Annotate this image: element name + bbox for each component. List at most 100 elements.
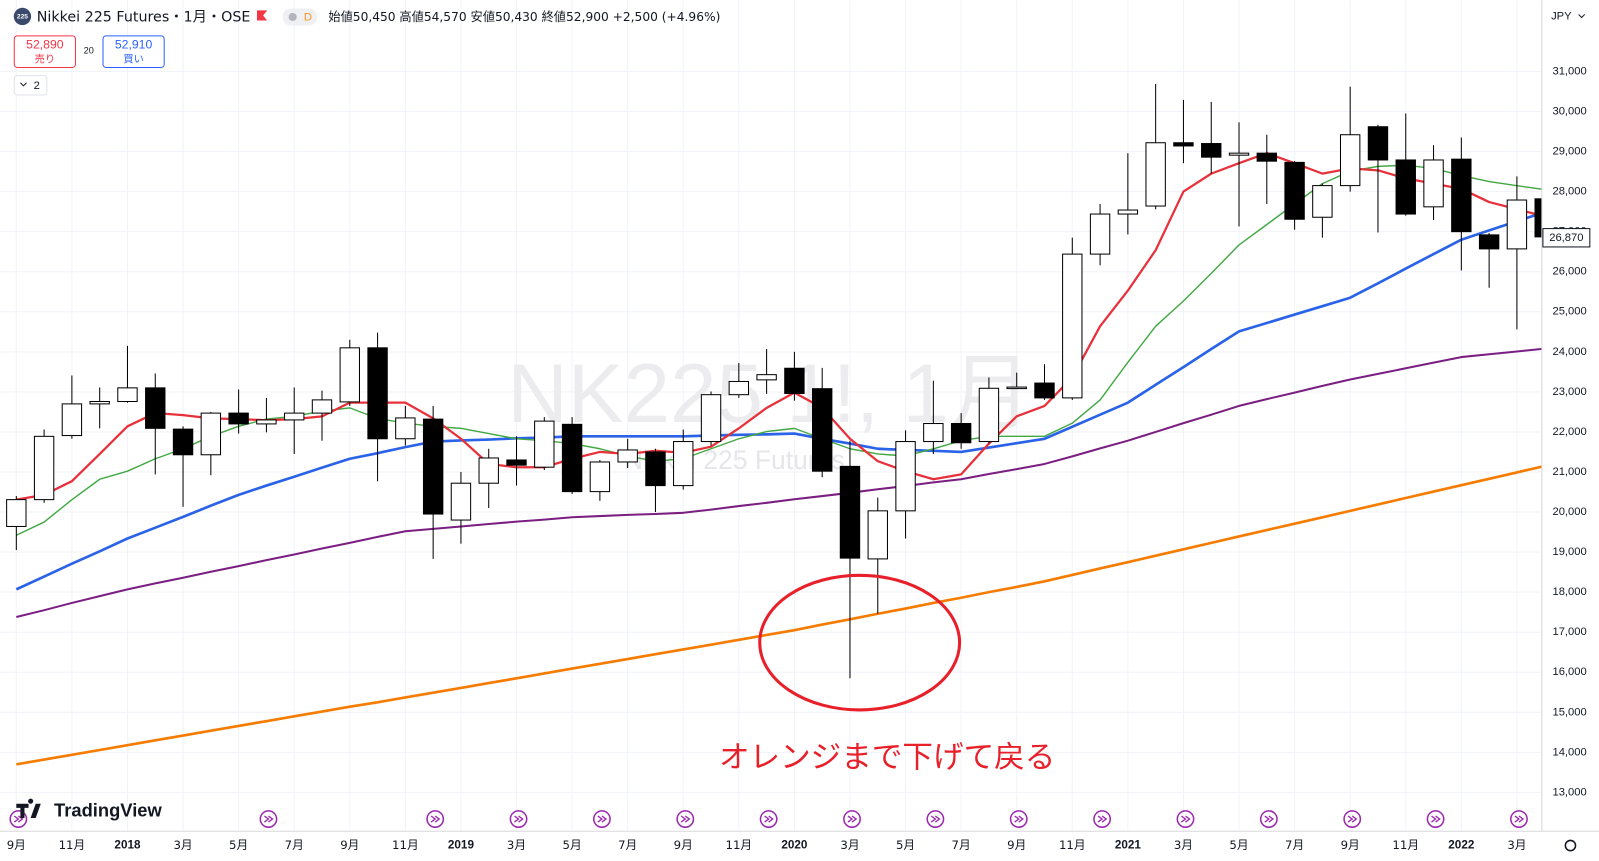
event-marker-arrow	[430, 815, 441, 823]
x-tick-label: 9月	[7, 838, 26, 852]
last-price-box	[1542, 228, 1591, 248]
event-marker-arrow	[1431, 815, 1441, 823]
candle-body	[784, 367, 805, 394]
y-tick-label: 26,000	[1552, 266, 1586, 278]
symbol-logo	[13, 7, 32, 26]
candle-body	[506, 459, 527, 466]
y-tick-label: 23,000	[1552, 386, 1586, 398]
moving-average-line	[16, 464, 1546, 766]
currency[interactable]: JPY	[1551, 10, 1572, 22]
event-marker-arrow	[1264, 815, 1275, 823]
candle-body	[978, 387, 1000, 443]
buy-button[interactable]	[102, 35, 165, 68]
y-tick-label: 14,000	[1552, 746, 1586, 758]
event-marker-arrow	[597, 815, 608, 823]
symbol-title[interactable]: Nikkei 225 Futures・1月・OSE	[37, 9, 251, 25]
y-axis: 13,000 14,000 15,000 16,000 17,000 18,000 19,0…	[1552, 65, 1586, 798]
event-marker-arrow	[930, 815, 941, 823]
candle-body	[1173, 142, 1194, 147]
x-tick-label: 3月	[840, 838, 859, 852]
annotation: オレンジまで下げて戻る	[719, 740, 1055, 775]
candle-body	[1256, 152, 1278, 162]
candle-body	[1395, 159, 1416, 215]
candle-body	[1312, 185, 1333, 218]
candle-body	[339, 347, 360, 403]
x-tick-label: 2018	[114, 839, 141, 852]
event-marker-arrow	[1181, 815, 1191, 823]
flag-icon[interactable]	[256, 10, 268, 21]
y-tick-label: 28,000	[1552, 186, 1586, 198]
buy-price: 52,910	[115, 37, 153, 51]
candle-body	[145, 387, 166, 429]
x-tick-label: 5月	[562, 838, 581, 852]
candle-body	[1506, 199, 1528, 250]
sell-button[interactable]	[13, 35, 76, 68]
candle-body	[33, 435, 55, 501]
candle-body	[228, 412, 249, 425]
y-tick-label: 20,000	[1552, 506, 1586, 518]
x-tick-label: 7月	[618, 838, 637, 852]
indicator-toggle[interactable]	[13, 75, 48, 96]
x-tick-label: 2021	[1115, 839, 1142, 852]
candle-body	[923, 423, 944, 443]
candle-body	[1478, 234, 1500, 250]
event-marker-arrow	[1014, 815, 1024, 823]
event-marker-arrow	[1097, 815, 1108, 823]
y-tick-label: 15,000	[1552, 706, 1586, 718]
x-tick-label: 9月	[1341, 838, 1360, 852]
brand: TradingView	[54, 800, 162, 821]
x-tick-label: 3月	[1507, 838, 1526, 852]
event-marker-arrow	[680, 815, 691, 823]
y-tick-label: 30,000	[1552, 105, 1586, 117]
y-tick-label: 21,000	[1552, 466, 1586, 478]
x-tick-label: 7月	[1285, 838, 1304, 852]
candle-body	[1284, 161, 1305, 220]
event-marker-arrow	[1514, 815, 1525, 823]
sell-label: 売り	[35, 52, 55, 65]
price-axis	[1541, 0, 1599, 861]
candle-body	[1145, 142, 1166, 207]
event-marker-arrow	[764, 815, 774, 823]
candle-body	[561, 423, 583, 493]
candle-body	[1228, 152, 1250, 156]
candle-body	[895, 441, 916, 512]
x-tick-label: 2019	[448, 839, 475, 852]
currency-chevron	[1578, 14, 1586, 19]
highlight-ellipse	[758, 573, 962, 712]
x-tick-label: 3月	[173, 838, 192, 852]
candle-body	[1034, 382, 1055, 399]
y-tick-label: 18,000	[1552, 586, 1586, 598]
event-marker-arrow	[847, 815, 858, 823]
badge: D	[304, 11, 312, 23]
badge-dot	[288, 12, 297, 22]
candle-body	[950, 423, 972, 444]
candle-body	[478, 457, 499, 484]
candle-body	[645, 451, 666, 487]
candle-body	[1062, 253, 1083, 399]
candle-body	[1423, 159, 1444, 208]
candle-body	[89, 400, 110, 405]
settings-icon[interactable]	[1564, 839, 1577, 852]
ohlc-summary: 始値50,450 高値54,570 安値50,430 終値52,900 +2,5…	[328, 9, 720, 24]
x-tick-label: 11月	[59, 838, 86, 852]
candle-body	[1117, 209, 1139, 215]
candle-body	[367, 347, 388, 440]
symbol-logo-text: 225	[17, 14, 28, 21]
candle-body	[117, 387, 138, 403]
event-marker-arrow	[13, 815, 24, 823]
indicator-count: 2	[34, 80, 40, 92]
candle-body	[311, 399, 333, 414]
y-tick-label: 16,000	[1552, 666, 1586, 678]
moving-average-line	[16, 347, 1545, 619]
candle-body	[811, 388, 833, 472]
candle-body	[867, 510, 888, 560]
x-tick-label: 7月	[285, 838, 304, 852]
y-tick-label: 24,000	[1552, 346, 1586, 358]
candle-body	[1006, 386, 1027, 390]
x-tick-label: 9月	[1007, 838, 1026, 852]
candle-body	[700, 394, 722, 443]
watermark: NK225 1!, 1月	[507, 346, 1032, 440]
event-marker-arrow	[514, 815, 524, 823]
candle-body	[617, 449, 638, 463]
